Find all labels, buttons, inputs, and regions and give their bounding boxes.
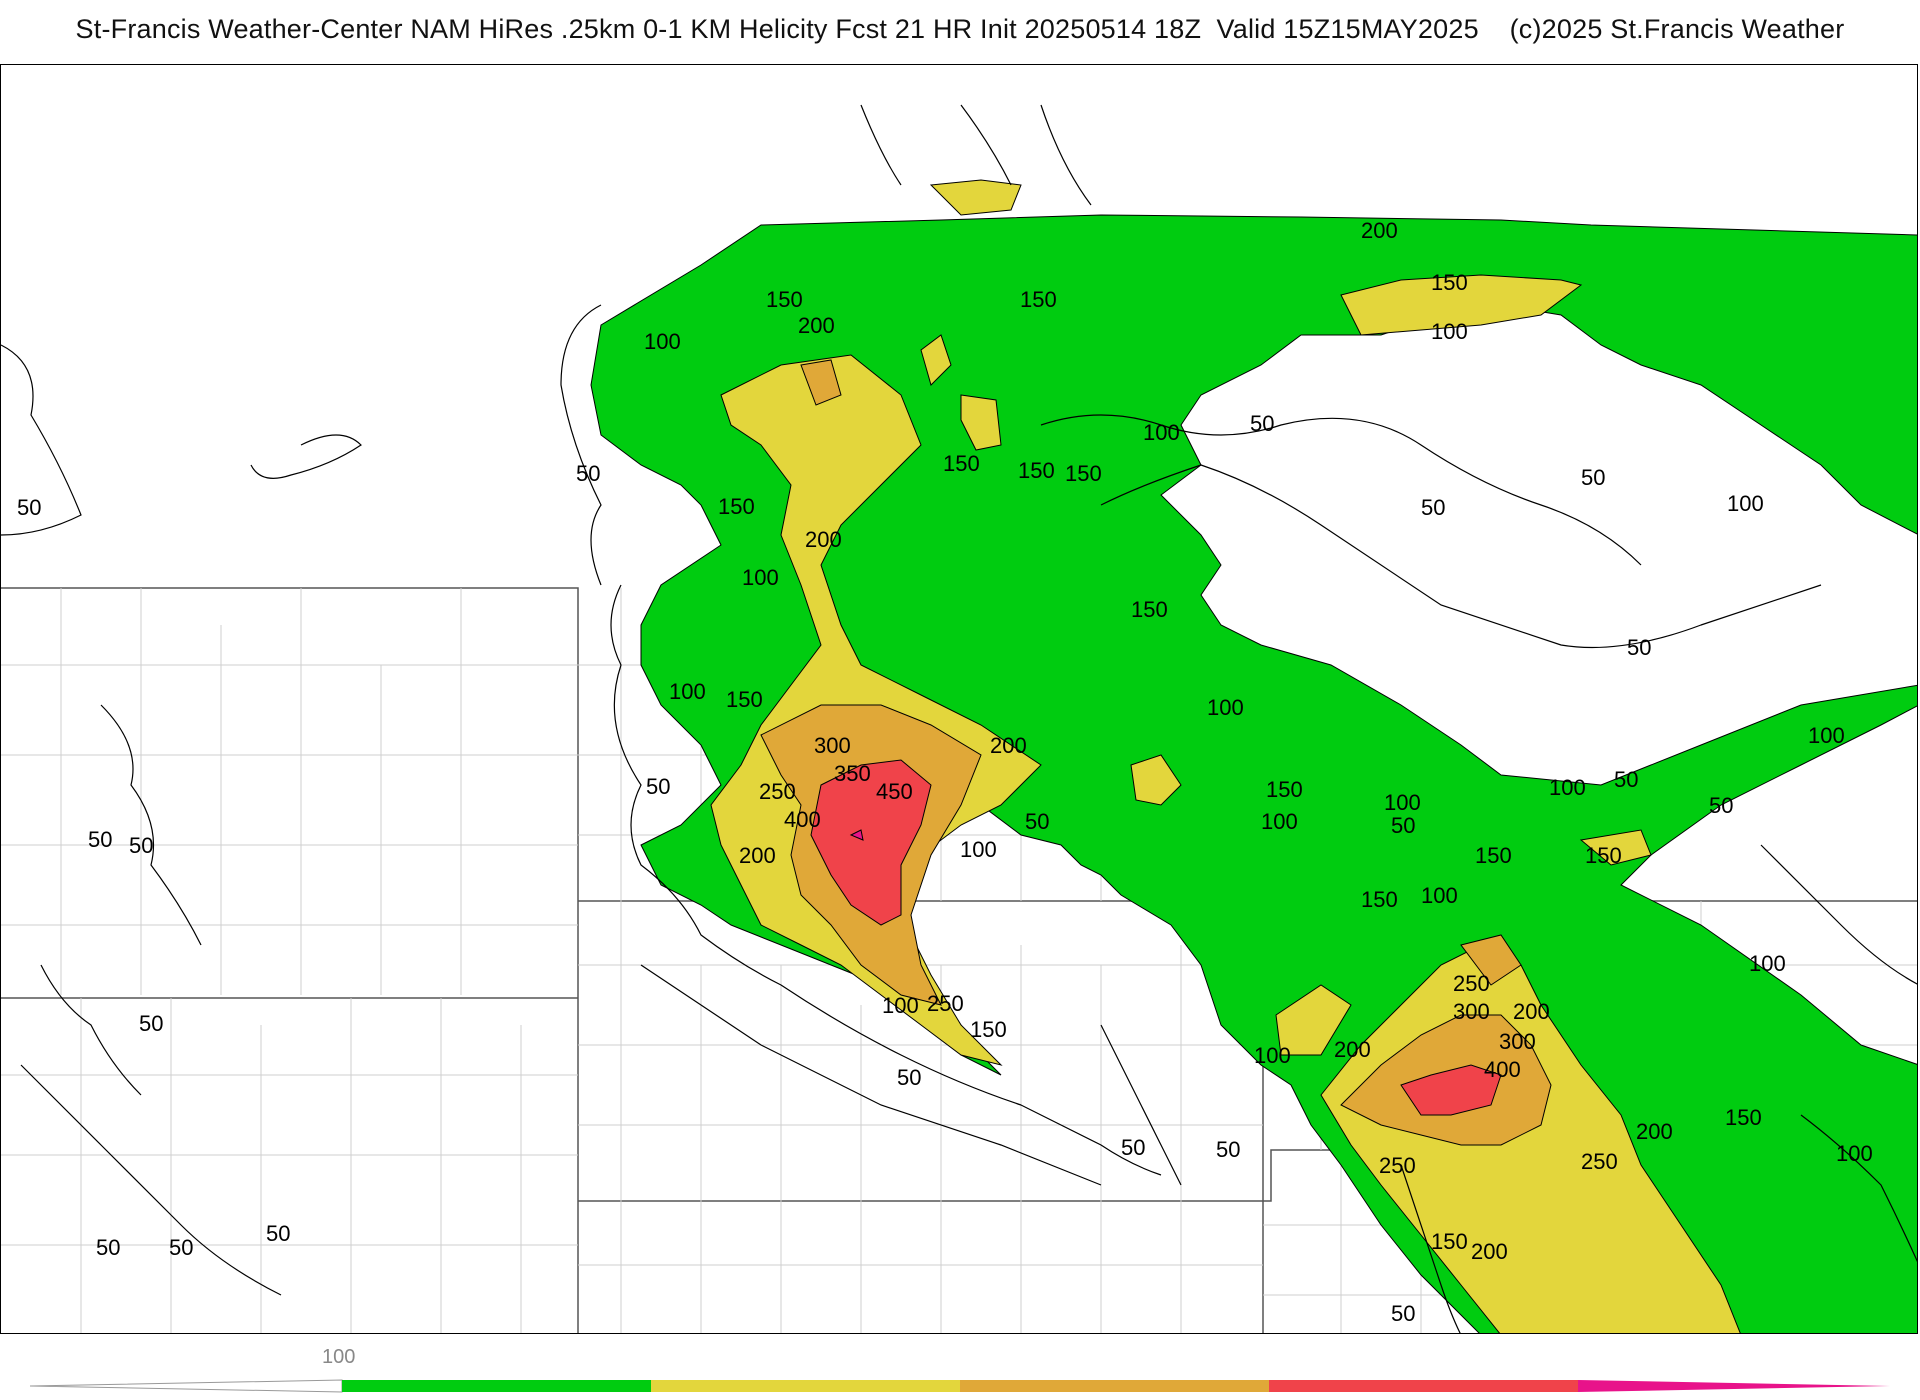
contour-label: 400 [784,807,821,832]
color-legend: 100 [30,1340,1890,1400]
contour-label: 250 [1453,971,1490,996]
legend-bar [30,1379,1890,1393]
contour-label: 100 [1431,319,1468,344]
contour-label: 50 [1709,793,1733,818]
contour-label: 50 [1121,1135,1145,1160]
contour-label: 100 [882,993,919,1018]
legend-band-white [30,1379,343,1393]
contour-label: 150 [1431,270,1468,295]
contour-label: 250 [759,779,796,804]
contour-label: 200 [1334,1037,1371,1062]
contour-label: 300 [1499,1029,1536,1054]
contour-label: 50 [646,774,670,799]
helicity-map[interactable]: 200 150 100 150 200 100 150 50 50 150 20… [0,64,1918,1334]
contour-label: 100 [1421,883,1458,908]
contour-label: 50 [1627,635,1651,660]
contour-label: 50 [96,1235,120,1260]
contour-label: 150 [718,494,755,519]
contour-label: 350 [834,761,871,786]
contour-label: 100 [1808,723,1845,748]
contour-label: 300 [1453,999,1490,1024]
map-title: St-Francis Weather-Center NAM HiRes .25k… [75,14,1845,44]
legend-band-orange [960,1380,1269,1392]
contour-label: 150 [1361,887,1398,912]
legend-band-green [342,1380,651,1392]
contour-label: 150 [726,687,763,712]
contour-label: 50 [129,833,153,858]
contour-label: 400 [1484,1057,1521,1082]
contour-label: 450 [876,779,913,804]
contour-label: 100 [1749,951,1786,976]
contour-label: 100 [669,679,706,704]
contour-label: 150 [943,451,980,476]
contour-labels: 200 150 100 150 200 100 150 50 50 150 20… [17,218,1873,1326]
contour-label: 200 [798,313,835,338]
contour-label: 50 [1250,411,1274,436]
contour-label: 50 [1391,813,1415,838]
contour-lines [1,104,1917,1333]
contour-label: 100 [1549,775,1586,800]
contour-label: 200 [990,733,1027,758]
contour-label: 150 [1725,1105,1762,1130]
legend-band-magenta [1578,1380,1890,1392]
contour-label: 200 [1361,218,1398,243]
contour-label: 50 [139,1011,163,1036]
contour-label: 150 [1266,777,1303,802]
contour-label: 100 [1384,790,1421,815]
contour-label: 150 [1020,287,1057,312]
contour-label: 200 [1636,1119,1673,1144]
contour-label: 250 [927,991,964,1016]
contour-label: 100 [1207,695,1244,720]
contour-label: 150 [1431,1229,1468,1254]
contour-label: 50 [1614,767,1638,792]
contour-label: 100 [960,837,997,862]
contour-label: 150 [766,287,803,312]
legend-band-yellow [651,1380,960,1392]
contour-label: 300 [814,733,851,758]
contour-label: 100 [644,329,681,354]
contour-label: 200 [1471,1239,1508,1264]
contour-label: 150 [1475,843,1512,868]
contour-label: 50 [1216,1137,1240,1162]
contour-label: 100 [1254,1043,1291,1068]
contour-label: 200 [739,843,776,868]
contour-label: 50 [1391,1301,1415,1326]
legend-tick-label: 100 [322,1346,356,1368]
contour-label: 100 [1727,491,1764,516]
helicity-green [590,214,1917,1333]
contour-label: 250 [1379,1153,1416,1178]
contour-label: 150 [970,1017,1007,1042]
contour-label: 50 [17,495,41,520]
contour-label: 100 [1836,1141,1873,1166]
contour-label: 150 [1018,458,1055,483]
contour-label: 250 [1581,1149,1618,1174]
contour-label: 50 [576,461,600,486]
contour-label: 50 [169,1235,193,1260]
contour-label: 50 [88,827,112,852]
contour-label: 150 [1585,843,1622,868]
legend-band-red [1269,1380,1578,1392]
contour-label: 200 [805,527,842,552]
contour-label: 50 [1421,495,1445,520]
contour-label: 50 [1581,465,1605,490]
contour-label: 150 [1065,461,1102,486]
contour-label: 100 [742,565,779,590]
contour-label: 150 [1131,597,1168,622]
contour-label: 50 [897,1065,921,1090]
helicity-red [810,759,1502,1116]
contour-label: 50 [266,1221,290,1246]
contour-label: 100 [1143,420,1180,445]
contour-label: 200 [1513,999,1550,1024]
map-canvas: 200 150 100 150 200 100 150 50 50 150 20… [1,104,1917,1333]
contour-label: 100 [1261,809,1298,834]
contour-label: 50 [1025,809,1049,834]
